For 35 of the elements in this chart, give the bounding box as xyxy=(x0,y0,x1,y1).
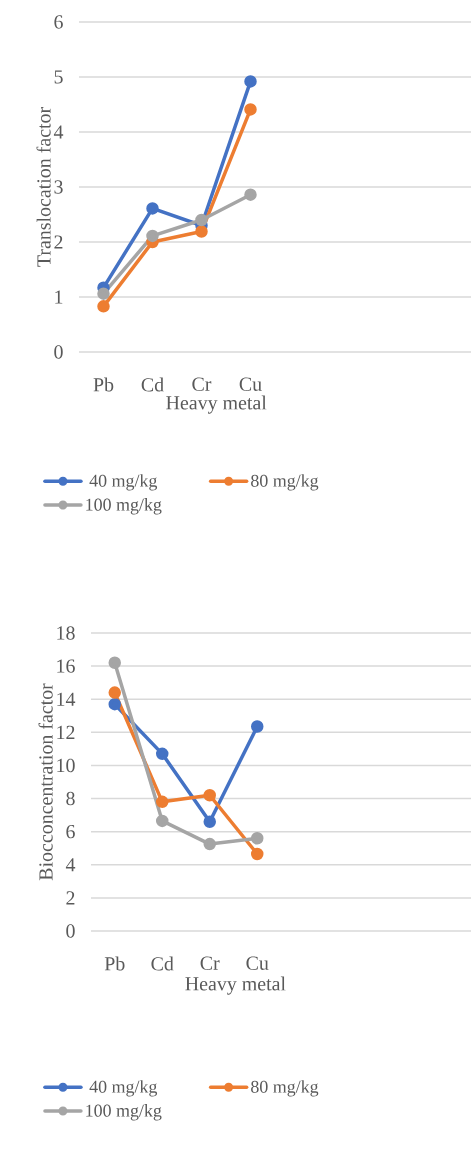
y-tick-label: 2 xyxy=(66,891,75,905)
y-axis-title: Translocation factor xyxy=(36,107,51,267)
y-tick-label: 0 xyxy=(54,345,63,359)
x-tick-label: Cr xyxy=(200,956,220,970)
y-tick-label: 16 xyxy=(57,659,75,673)
x-tick-label: Cd xyxy=(151,956,174,971)
y-tick-label: 6 xyxy=(54,15,63,29)
y-tick-label: 1 xyxy=(55,290,63,304)
y-tick-label: 18 xyxy=(57,626,75,640)
legend-label: 100 mg/kg xyxy=(86,1104,162,1121)
x-axis-title: Heavy metal xyxy=(166,395,267,414)
x-axis-title: Heavy metal xyxy=(185,976,286,995)
y-tick-label: 3 xyxy=(54,180,63,194)
y-tick-label: 14 xyxy=(57,692,76,706)
x-tick-label: Cr xyxy=(192,377,212,391)
y-axis-title: Biocconcentration factor xyxy=(38,683,53,881)
y-tick-label: 4 xyxy=(65,858,76,872)
legend-label: 80 mg/kg xyxy=(251,1080,319,1097)
y-tick-label: 4 xyxy=(53,125,64,139)
x-tick-label: Cu xyxy=(246,956,269,970)
legend-label: 40 mg/kg xyxy=(89,1080,158,1097)
legend-label: 40 mg/kg xyxy=(89,474,158,491)
x-tick-label: Pb xyxy=(93,377,114,392)
y-tick-label: 6 xyxy=(66,824,75,839)
x-tick-label: Cd xyxy=(141,377,164,392)
x-tick-label: Cu xyxy=(239,377,262,391)
x-tick-label: Pb xyxy=(104,956,125,971)
legend-label: 100 mg/kg xyxy=(86,498,162,515)
y-tick-label: 0 xyxy=(66,924,75,938)
y-tick-label: 8 xyxy=(66,791,75,806)
y-tick-label: 10 xyxy=(57,758,75,773)
y-tick-label: 12 xyxy=(57,725,75,739)
y-tick-label: 2 xyxy=(54,235,63,249)
legend-label: 80 mg/kg xyxy=(251,474,319,491)
y-tick-label: 5 xyxy=(54,70,63,84)
